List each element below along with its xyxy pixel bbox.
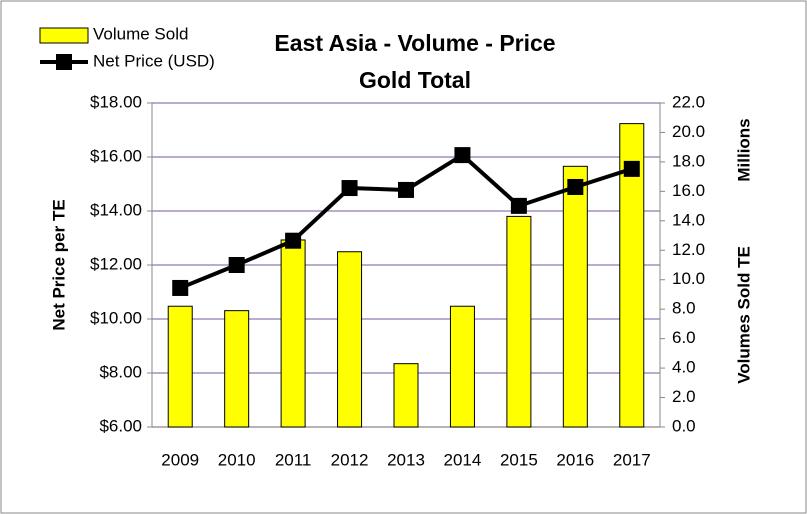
bar xyxy=(506,215,532,428)
y-tick-label: $18.00 xyxy=(90,92,142,111)
x-tick-label: 2011 xyxy=(275,450,312,469)
y2-tick-label: 16.0 xyxy=(672,181,705,200)
y2-tick-label: 18.0 xyxy=(672,151,705,170)
y-tick-label: $12.00 xyxy=(90,254,142,273)
chart-title: East Asia - Volume - Price xyxy=(274,30,555,56)
x-tick-label: 2012 xyxy=(331,450,369,469)
y2-tick-label: 10.0 xyxy=(672,269,705,288)
y-tick-label: $8.00 xyxy=(99,362,142,381)
marker xyxy=(567,178,584,195)
marker xyxy=(228,257,245,273)
x-tick-label: 2009 xyxy=(161,450,199,469)
y2-tick-label: 4.0 xyxy=(672,358,696,377)
y2-tick-label: 0.0 xyxy=(672,416,696,435)
marker xyxy=(172,279,189,296)
marker xyxy=(398,181,414,198)
bar xyxy=(562,165,588,428)
bar xyxy=(393,363,419,428)
legend-swatch xyxy=(39,27,89,44)
y2-axis-unit: Millions xyxy=(734,118,753,181)
marker xyxy=(510,197,527,214)
marker xyxy=(623,160,640,177)
legend-label: Net Price (USD) xyxy=(93,51,215,70)
y2-axis-label: Volumes Sold TE xyxy=(734,246,753,384)
y2-tick-label: 22.0 xyxy=(672,92,705,111)
y-tick-label: $16.00 xyxy=(90,146,142,165)
y2-tick-label: 6.0 xyxy=(672,328,696,347)
x-tick-label: 2015 xyxy=(500,450,538,469)
marker xyxy=(285,232,302,249)
marker xyxy=(454,147,471,164)
legend-swatch xyxy=(56,54,72,70)
x-tick-label: 2014 xyxy=(444,450,482,469)
legend-label: Volume Sold xyxy=(93,24,188,43)
marker xyxy=(341,180,358,197)
y-tick-label: $6.00 xyxy=(99,416,142,435)
y2-tick-label: 2.0 xyxy=(672,387,696,406)
bar xyxy=(449,305,475,428)
bar xyxy=(337,251,363,428)
x-tick-label: 2017 xyxy=(613,450,651,469)
y2-tick-label: 12.0 xyxy=(672,240,705,259)
bar xyxy=(167,305,193,428)
y-tick-label: $14.00 xyxy=(90,200,142,219)
x-tick-label: 2016 xyxy=(556,450,594,469)
y2-tick-label: 14.0 xyxy=(672,210,705,229)
y-axis-label: Net Price per TE xyxy=(49,199,68,330)
y2-tick-label: 20.0 xyxy=(672,122,705,141)
x-tick-label: 2010 xyxy=(218,450,256,469)
y2-tick-label: 8.0 xyxy=(672,299,696,318)
x-tick-label: 2013 xyxy=(387,450,425,469)
bar xyxy=(280,239,306,428)
bar xyxy=(224,310,250,428)
y-tick-label: $10.00 xyxy=(90,308,142,327)
chart-subtitle: Gold Total xyxy=(359,67,471,93)
